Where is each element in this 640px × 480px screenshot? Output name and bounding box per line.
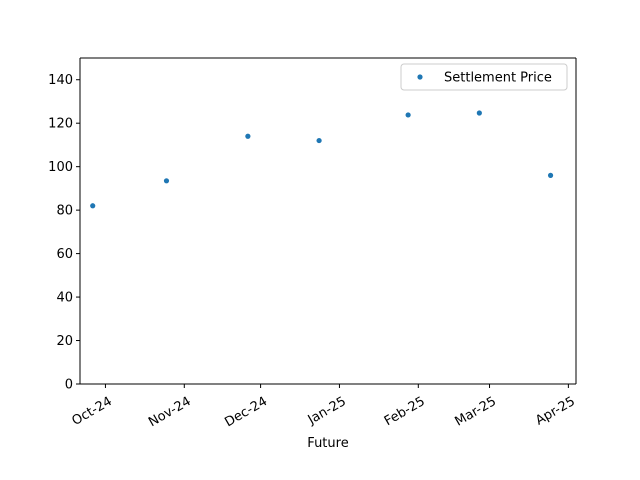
data-point-7 (547, 172, 554, 178)
data-point-1 (90, 203, 96, 209)
x-axis-label: Future (307, 436, 348, 451)
y-tick-label: 80 (56, 204, 73, 219)
data-point-6 (476, 110, 482, 116)
y-tick-label: 0 (65, 378, 73, 393)
data-point-3 (245, 133, 251, 139)
plot-frame (79, 57, 577, 385)
y-tick-label: 40 (56, 291, 73, 306)
y-tick-label: 20 (56, 334, 73, 349)
legend-box (400, 63, 568, 91)
data-point-4 (316, 137, 322, 144)
data-point-5 (405, 112, 411, 118)
y-tick-label: 120 (48, 117, 73, 132)
y-tick-label: 60 (56, 247, 73, 262)
legend-label: Settlement Price (444, 71, 552, 86)
data-point-2 (163, 178, 170, 184)
y-axis: 0 20 40 60 80 100 120 140 (48, 73, 80, 393)
legend: Settlement Price (400, 63, 568, 91)
plot-area (80, 58, 576, 384)
y-tick-label: 100 (48, 160, 73, 175)
legend-marker (417, 74, 423, 80)
data-points (90, 110, 554, 209)
y-tick-label: 140 (48, 73, 73, 88)
